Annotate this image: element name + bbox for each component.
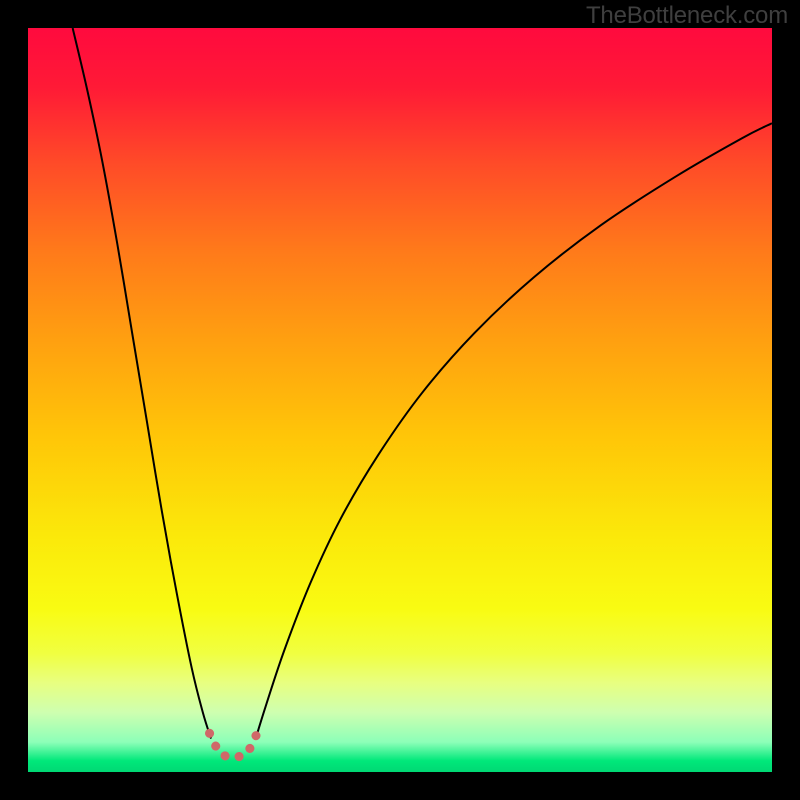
watermark-text: TheBottleneck.com [586,2,788,30]
bottleneck-curve [73,28,772,739]
optimal-zone-dotted-segment [210,733,258,757]
curve-svg-layer [0,0,800,800]
